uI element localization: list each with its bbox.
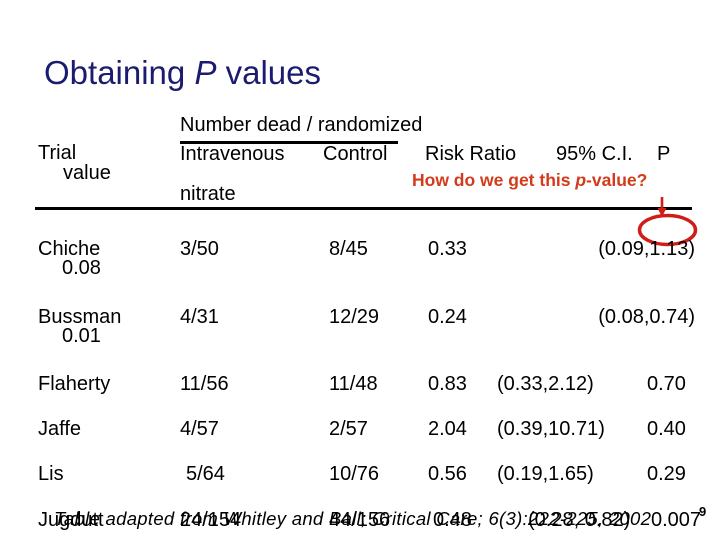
trial-name: Jaffe bbox=[38, 418, 81, 440]
column-header-ci: 95% C.I. bbox=[556, 143, 633, 165]
column-header-intravenous: Intravenous bbox=[180, 143, 285, 165]
title-pre: Obtaining bbox=[44, 54, 195, 91]
cell-intravenous: 4/31 bbox=[180, 306, 219, 328]
cell-intravenous: 5/64 bbox=[186, 463, 225, 485]
cell-intravenous: 24/154 bbox=[180, 509, 242, 531]
column-header-p: P bbox=[657, 143, 671, 165]
cell-ci: (0.28, 0.82) bbox=[528, 509, 631, 531]
page-number: 9 bbox=[699, 504, 707, 519]
cell-p-value: 0.007 bbox=[651, 509, 702, 531]
annotation-arrow-ellipse bbox=[637, 197, 698, 247]
group-header-underline bbox=[180, 141, 398, 144]
cell-control: 8/45 bbox=[329, 238, 368, 260]
cell-risk-ratio: 0.48 bbox=[433, 509, 472, 531]
cell-control: 12/29 bbox=[329, 306, 380, 328]
cell-ci: (0.33,2.12) bbox=[497, 373, 594, 395]
arrow-head-icon bbox=[657, 208, 667, 217]
question-pre: How do we get this bbox=[412, 170, 576, 190]
table-row-lis: Lis 5/64 10/76 0.56 (0.19,1.65) 0.29 bbox=[0, 463, 720, 486]
cell-p-value: 0.40 bbox=[647, 418, 686, 440]
column-header-risk-ratio: Risk Ratio bbox=[425, 143, 517, 165]
cell-ci: (0.08,0.74) bbox=[598, 306, 695, 328]
moved-p-value: 0.01 bbox=[62, 325, 101, 347]
cell-risk-ratio: 0.33 bbox=[428, 238, 467, 260]
cell-ci: (0.09,1.13) bbox=[598, 238, 695, 260]
question-p-italic: p bbox=[575, 170, 587, 190]
citation-text: Table adapted from Whitley and Ball; Cri… bbox=[54, 508, 652, 529]
page-title: Obtaining P values bbox=[44, 54, 321, 92]
table-header-rule bbox=[35, 207, 692, 210]
cell-control: 2/57 bbox=[329, 418, 368, 440]
moved-p-value: 0.08 bbox=[62, 257, 101, 279]
table-row-chiche-ci-layer: (0.09,1.13) bbox=[0, 238, 720, 261]
cell-risk-ratio: 0.24 bbox=[428, 306, 467, 328]
table-row-jaffe: Jaffe 4/57 2/57 2.04 (0.39,10.71) 0.40 bbox=[0, 418, 720, 441]
cell-ci: (0.19,1.65) bbox=[497, 463, 594, 485]
trial-name: Flaherty bbox=[38, 373, 111, 395]
cell-risk-ratio: 0.56 bbox=[428, 463, 467, 485]
column-header-trial-value: value bbox=[63, 162, 111, 184]
cell-intravenous: 3/50 bbox=[180, 238, 219, 260]
cell-ci: (0.39,10.71) bbox=[497, 418, 605, 440]
cell-control: 44/156 bbox=[329, 509, 391, 531]
title-p-italic: P bbox=[194, 54, 217, 91]
column-header-nitrate: nitrate bbox=[180, 183, 236, 205]
cell-control: 11/48 bbox=[329, 373, 378, 395]
cell-risk-ratio: 2.04 bbox=[428, 418, 467, 440]
table-row-jugdutt: Jugdutt 24/154 44/156 0.48 (0.28, 0.82) … bbox=[0, 509, 720, 532]
cell-p-value: 0.29 bbox=[647, 463, 686, 485]
column-header-control: Control bbox=[323, 143, 388, 165]
trial-name: Chiche bbox=[38, 238, 101, 260]
trial-name: Bussman bbox=[38, 306, 122, 328]
title-post: values bbox=[216, 54, 322, 91]
table-row-flaherty: Flaherty 11/56 11/48 0.83 (0.33,2.12) 0.… bbox=[0, 373, 720, 396]
column-group-header: Number dead / randomized bbox=[180, 114, 423, 136]
table-row-bussman: Bussman 0.01 4/31 12/29 0.24 (0.08,0.74) bbox=[0, 306, 720, 347]
annotation-question: How do we get this p-value? bbox=[412, 170, 647, 191]
question-post: -value? bbox=[586, 170, 648, 190]
cell-risk-ratio: 0.83 bbox=[428, 373, 467, 395]
cell-p-value: 0.70 bbox=[647, 373, 686, 395]
cell-control: 10/76 bbox=[329, 463, 380, 485]
table-row-chiche: Chiche 0.08 3/50 8/45 0.33 (0.09,1.13) bbox=[0, 238, 720, 279]
highlight-ellipse bbox=[637, 213, 698, 247]
trial-name: Lis bbox=[38, 463, 64, 485]
column-header-trial: Trial bbox=[38, 142, 77, 164]
trial-name: Jugdutt bbox=[38, 509, 104, 531]
cell-intravenous: 4/57 bbox=[180, 418, 219, 440]
cell-intravenous: 11/56 bbox=[180, 373, 229, 395]
